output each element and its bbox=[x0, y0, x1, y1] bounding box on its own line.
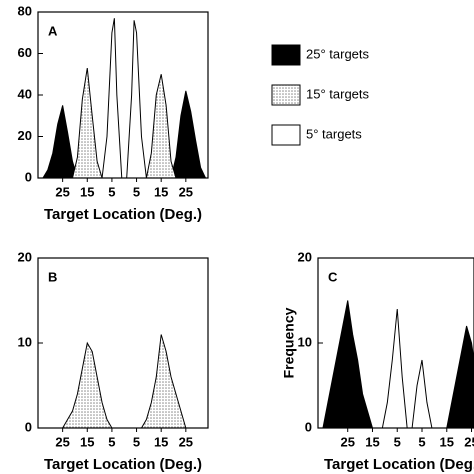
y-tick-label: 40 bbox=[18, 86, 32, 101]
x-tick-label: 25 bbox=[55, 434, 69, 449]
x-tick-label: 15 bbox=[154, 184, 168, 199]
y-axis-title: Frequency bbox=[281, 307, 297, 378]
y-tick-label: 20 bbox=[18, 249, 32, 264]
x-tick-label: 5 bbox=[108, 434, 115, 449]
x-axis-title: Target Location (Deg.) bbox=[44, 206, 202, 223]
panel-letter: A bbox=[48, 23, 58, 38]
legend-swatch bbox=[271, 124, 301, 146]
x-tick-label: 15 bbox=[80, 184, 94, 199]
distribution bbox=[42, 90, 207, 179]
distribution bbox=[61, 334, 187, 429]
x-tick-label: 25 bbox=[464, 434, 474, 449]
y-tick-label: 20 bbox=[298, 249, 312, 264]
distribution bbox=[71, 67, 177, 179]
x-tick-label: 5 bbox=[133, 184, 140, 199]
x-tick-label: 15 bbox=[154, 434, 168, 449]
x-tick-label: 25 bbox=[55, 184, 69, 199]
x-tick-label: 15 bbox=[80, 434, 94, 449]
panel-letter: C bbox=[328, 269, 338, 284]
x-tick-label: 5 bbox=[108, 184, 115, 199]
legend-label: 15° targets bbox=[306, 86, 370, 101]
x-tick-label: 15 bbox=[440, 434, 454, 449]
x-tick-label: 5 bbox=[394, 434, 401, 449]
panel-letter: B bbox=[48, 269, 57, 284]
y-tick-label: 60 bbox=[18, 45, 32, 60]
distribution bbox=[322, 300, 474, 429]
y-tick-label: 10 bbox=[298, 334, 312, 349]
x-axis-title: Target Location (Deg.) bbox=[324, 456, 474, 473]
y-tick-label: 0 bbox=[25, 419, 32, 434]
legend-label: 25° targets bbox=[306, 46, 370, 61]
x-tick-label: 25 bbox=[179, 184, 193, 199]
x-tick-label: 25 bbox=[340, 434, 354, 449]
y-tick-label: 10 bbox=[18, 334, 32, 349]
y-tick-label: 80 bbox=[18, 3, 32, 18]
legend-swatch bbox=[271, 44, 301, 66]
x-tick-label: 5 bbox=[133, 434, 140, 449]
plot-frame bbox=[37, 257, 209, 429]
distribution bbox=[101, 18, 147, 179]
distribution bbox=[381, 308, 433, 429]
y-tick-label: 0 bbox=[25, 169, 32, 184]
legend-label: 5° targets bbox=[306, 126, 362, 141]
x-tick-label: 25 bbox=[179, 434, 193, 449]
x-tick-label: 15 bbox=[365, 434, 379, 449]
y-tick-label: 20 bbox=[18, 128, 32, 143]
y-tick-label: 0 bbox=[305, 419, 312, 434]
legend-swatch bbox=[271, 84, 301, 106]
x-tick-label: 5 bbox=[418, 434, 425, 449]
x-axis-title: Target Location (Deg.) bbox=[44, 456, 202, 473]
